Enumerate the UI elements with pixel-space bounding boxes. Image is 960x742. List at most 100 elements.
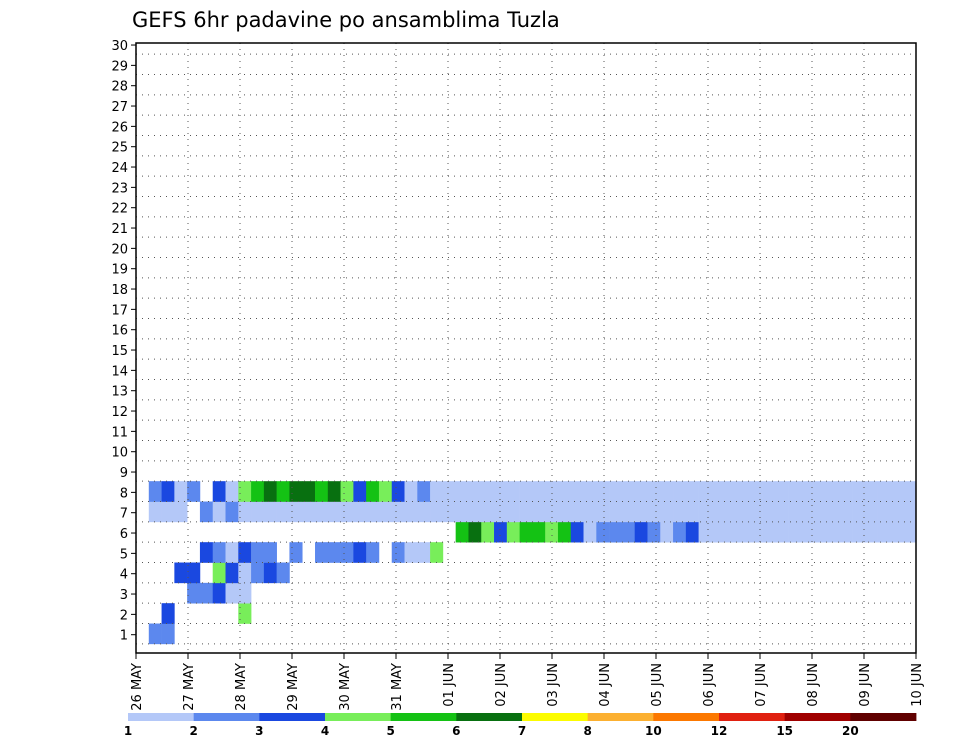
heatmap-cell (340, 481, 354, 502)
heatmap-cell (315, 481, 329, 502)
y-tick-label: 22 (111, 202, 128, 217)
x-tick-label: 29 MAY (286, 663, 301, 711)
y-tick-label: 14 (111, 364, 128, 379)
legend-label: 8 (583, 724, 591, 738)
heatmap-cell (570, 501, 584, 523)
heatmap-cell (442, 481, 456, 502)
heatmap-cell (225, 501, 239, 523)
heatmap-cell (263, 481, 277, 502)
heatmap-cell (174, 562, 188, 584)
heatmap-cell (148, 623, 162, 645)
heatmap-cell (890, 481, 904, 502)
legend-swatch (522, 713, 589, 721)
heatmap-cell (609, 521, 623, 543)
heatmap-cell (391, 481, 405, 502)
heatmap-cell (263, 562, 277, 584)
y-tick-label: 10 (111, 446, 128, 461)
heatmap-cell (430, 542, 444, 563)
heatmap-cell (251, 481, 265, 502)
heatmap-cell (353, 481, 367, 502)
heatmap-cell (251, 542, 265, 563)
heatmap-cell (647, 481, 661, 502)
y-tick-label: 16 (111, 324, 128, 339)
y-tick-label: 15 (111, 344, 128, 359)
heatmap-cell (238, 582, 252, 604)
grid-lines (136, 43, 917, 653)
heatmap-cell (621, 521, 635, 543)
x-tick-label: 30 MAY (338, 663, 353, 711)
heatmap-cell (404, 501, 418, 523)
heatmap-cell (506, 481, 520, 502)
heatmap-cell (698, 521, 712, 543)
y-tick-label: 27 (111, 100, 128, 115)
heatmap-cell (276, 501, 290, 523)
heatmap-cell (864, 501, 878, 523)
heatmap-cell (404, 542, 418, 563)
heatmap-cell (673, 521, 687, 543)
x-tick-label: 04 JUN (598, 663, 613, 707)
heatmap-cell (570, 481, 584, 502)
heatmap-cell (749, 521, 763, 543)
heatmap-cell (673, 501, 687, 523)
heatmap-cell (391, 501, 405, 523)
y-tick-label: 28 (111, 80, 128, 95)
heatmap-cell (634, 501, 648, 523)
heatmap-cell (315, 501, 329, 523)
legend-swatch (128, 713, 195, 721)
heatmap-cell (430, 501, 444, 523)
heatmap-cell (455, 481, 469, 502)
heatmap-cell (557, 521, 572, 543)
heatmap-cell (378, 501, 393, 523)
x-axis: 26 MAY 27 MAY 28 MAY 29 MAY 30 MAY 31 MAY 01 J… (130, 653, 925, 711)
heatmap-cell (609, 501, 623, 523)
heatmap-cell (711, 501, 725, 523)
heatmap-cell (263, 501, 277, 523)
legend-label: 4 (321, 724, 329, 738)
x-tick-label: 27 MAY (182, 663, 197, 711)
heatmap-cell (468, 481, 482, 502)
heatmap-cell (468, 521, 482, 543)
legend-label: 15 (776, 724, 793, 738)
heatmap-cell (557, 501, 572, 523)
heatmap-cell (289, 481, 303, 502)
heatmap-cell (353, 501, 367, 523)
heatmap-cell (826, 521, 840, 543)
y-tick-label: 6 (120, 527, 128, 542)
heatmap-cell (225, 481, 239, 502)
heatmap-cell (315, 542, 329, 563)
heatmap-cell (391, 542, 405, 563)
legend-swatch (784, 713, 851, 721)
y-tick-label: 11 (111, 425, 128, 440)
x-tick-label: 26 MAY (130, 663, 145, 711)
y-tick-label: 19 (111, 263, 128, 278)
heatmap-cell (225, 542, 239, 563)
heatmap-cell (903, 481, 917, 502)
heatmap-cell (161, 481, 175, 502)
heatmap-cell (852, 521, 866, 543)
heatmap-cell (238, 542, 252, 563)
heatmap-cell (225, 582, 239, 604)
heatmap-cell (212, 562, 226, 584)
heatmap-cell (852, 501, 866, 523)
heatmap-cell (634, 521, 648, 543)
heatmap-cell (302, 501, 316, 523)
heatmap-cell (212, 582, 226, 604)
y-tick-label: 29 (111, 59, 128, 74)
heatmap-cell (775, 521, 789, 543)
heatmap-cells (148, 481, 917, 645)
heatmap-cell (276, 562, 290, 584)
heatmap-cell (494, 521, 508, 543)
heatmap-cell (199, 582, 214, 604)
heatmap-cell (673, 481, 687, 502)
heatmap-cell (519, 481, 533, 502)
heatmap-cell (685, 481, 699, 502)
legend-swatch (850, 713, 917, 721)
heatmap-cell (596, 481, 610, 502)
heatmap-cell (775, 501, 789, 523)
heatmap-cell (199, 542, 214, 563)
heatmap-cell (366, 481, 380, 502)
legend-label: 2 (189, 724, 197, 738)
heatmap-cell (238, 481, 252, 502)
heatmap-cell (532, 481, 546, 502)
heatmap-cell (724, 521, 738, 543)
